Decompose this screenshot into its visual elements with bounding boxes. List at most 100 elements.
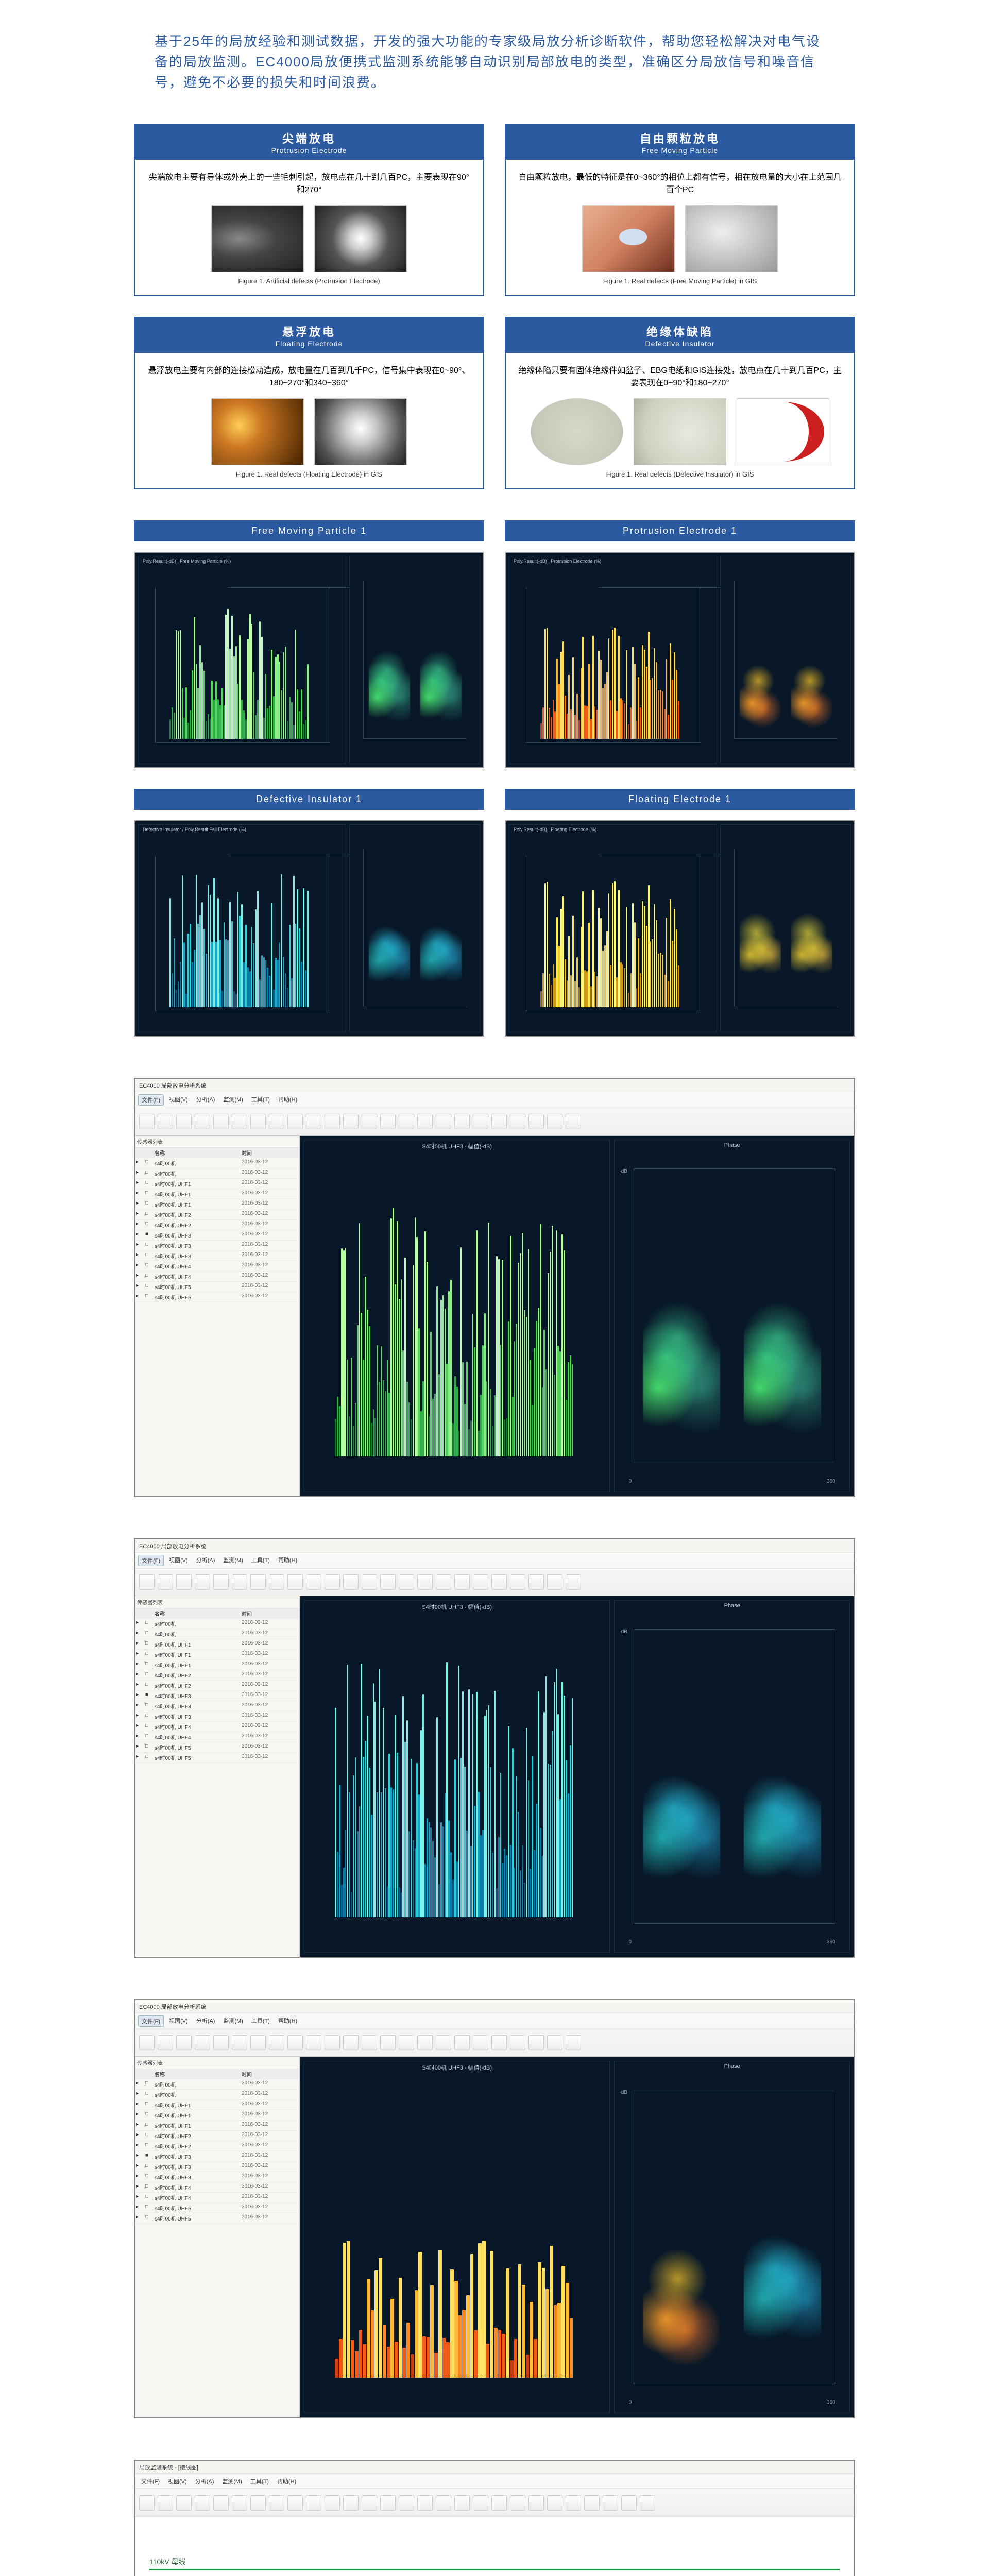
menu-item[interactable]: 视图(V) xyxy=(166,2015,191,2027)
toolbar-button[interactable] xyxy=(603,2495,618,2511)
tree-row[interactable]: ▸□s4时00机 UHF12016-03-12 xyxy=(135,2110,299,2121)
toolbar-button[interactable] xyxy=(380,2035,396,2050)
toolbar-button[interactable] xyxy=(473,2495,488,2511)
menu-item[interactable]: 监测(M) xyxy=(219,2476,245,2486)
tree-row[interactable]: ▸□s4时00机 UHF32016-03-12 xyxy=(135,1241,299,1251)
menu-item[interactable]: 视图(V) xyxy=(165,2476,190,2486)
app-menu[interactable]: 文件(F)视图(V)分析(A)监测(M)工具(T)帮助(H) xyxy=(135,2013,854,2029)
toolbar-button[interactable] xyxy=(232,2495,247,2511)
sld-toolbar[interactable] xyxy=(135,2489,854,2517)
tree-row[interactable]: ▸□s4时00机 UHF22016-03-12 xyxy=(135,1210,299,1220)
toolbar-button[interactable] xyxy=(417,1114,433,1129)
toolbar-button[interactable] xyxy=(250,1114,266,1129)
menu-item[interactable]: 文件(F) xyxy=(138,1555,164,1566)
toolbar-button[interactable] xyxy=(510,1574,525,1590)
toolbar-button[interactable] xyxy=(306,1114,321,1129)
toolbar-button[interactable] xyxy=(325,1114,340,1129)
toolbar-button[interactable] xyxy=(380,1114,396,1129)
toolbar-button[interactable] xyxy=(510,1114,525,1129)
toolbar-button[interactable] xyxy=(343,1574,359,1590)
menu-item[interactable]: 分析(A) xyxy=(193,2015,218,2027)
toolbar-button[interactable] xyxy=(547,1574,562,1590)
toolbar-button[interactable] xyxy=(473,1114,488,1129)
toolbar-button[interactable] xyxy=(250,2035,266,2050)
toolbar-button[interactable] xyxy=(417,2035,433,2050)
toolbar-button[interactable] xyxy=(510,2495,525,2511)
toolbar-button[interactable] xyxy=(640,2495,655,2511)
menu-item[interactable]: 帮助(H) xyxy=(275,1094,300,1106)
toolbar-button[interactable] xyxy=(454,1114,470,1129)
toolbar-button[interactable] xyxy=(195,1574,210,1590)
toolbar-button[interactable] xyxy=(250,1574,266,1590)
menu-item[interactable]: 监测(M) xyxy=(220,1094,246,1106)
tree-row[interactable]: ▸□s4时00机 UHF42016-03-12 xyxy=(135,1722,299,1732)
toolbar-button[interactable] xyxy=(213,1574,229,1590)
tree-row[interactable]: ▸□s4时00机 UHF12016-03-12 xyxy=(135,1179,299,1189)
toolbar-button[interactable] xyxy=(195,1114,210,1129)
menu-item[interactable]: 帮助(H) xyxy=(275,1555,300,1566)
toolbar-button[interactable] xyxy=(343,1114,359,1129)
toolbar-button[interactable] xyxy=(417,1574,433,1590)
toolbar-button[interactable] xyxy=(158,1574,173,1590)
toolbar-button[interactable] xyxy=(269,2035,284,2050)
toolbar-button[interactable] xyxy=(176,1114,192,1129)
tree-row[interactable]: ▸□s4时00机2016-03-12 xyxy=(135,1619,299,1629)
menu-item[interactable]: 分析(A) xyxy=(192,2476,217,2486)
menu-item[interactable]: 帮助(H) xyxy=(275,2015,300,2027)
tree-row[interactable]: ▸□s4时00机 UHF32016-03-12 xyxy=(135,1711,299,1722)
toolbar-button[interactable] xyxy=(213,2495,229,2511)
menu-item[interactable]: 监测(M) xyxy=(220,2015,246,2027)
tree-row[interactable]: ▸□s4时00机 UHF22016-03-12 xyxy=(135,2141,299,2151)
toolbar-button[interactable] xyxy=(176,2495,192,2511)
tree-panel[interactable]: 传感器列表 名称时间▸□s4时00机2016-03-12▸□s4时00机2016… xyxy=(135,2057,300,2417)
toolbar-button[interactable] xyxy=(232,1574,247,1590)
toolbar-button[interactable] xyxy=(287,2035,303,2050)
tree-row[interactable]: ▸□s4时00机 UHF22016-03-12 xyxy=(135,1681,299,1691)
tree-row[interactable]: ▸□s4时00机 UHF12016-03-12 xyxy=(135,1660,299,1670)
tree-row[interactable]: ▸□s4时00机 UHF42016-03-12 xyxy=(135,2193,299,2203)
tree-row[interactable]: ▸□s4时00机 UHF22016-03-12 xyxy=(135,2131,299,2141)
toolbar-button[interactable] xyxy=(473,1574,488,1590)
tree-row[interactable]: ▸□s4时00机 UHF52016-03-12 xyxy=(135,1753,299,1763)
toolbar-button[interactable] xyxy=(232,2035,247,2050)
app-toolbar[interactable] xyxy=(135,2029,854,2056)
toolbar-button[interactable] xyxy=(528,2035,544,2050)
menu-item[interactable]: 工具(T) xyxy=(247,2476,272,2486)
tree-row[interactable]: ▸□s4时00机2016-03-12 xyxy=(135,1629,299,1639)
toolbar-button[interactable] xyxy=(566,1574,581,1590)
app-toolbar[interactable] xyxy=(135,1108,854,1135)
toolbar-button[interactable] xyxy=(195,2495,210,2511)
menu-item[interactable]: 分析(A) xyxy=(193,1555,218,1566)
toolbar-button[interactable] xyxy=(547,2035,562,2050)
toolbar-button[interactable] xyxy=(417,2495,433,2511)
toolbar-button[interactable] xyxy=(213,1114,229,1129)
toolbar-button[interactable] xyxy=(399,1574,414,1590)
toolbar-button[interactable] xyxy=(454,2495,470,2511)
toolbar-button[interactable] xyxy=(287,1574,303,1590)
menu-item[interactable]: 工具(T) xyxy=(248,2015,273,2027)
menu-item[interactable]: 工具(T) xyxy=(248,1094,273,1106)
toolbar-button[interactable] xyxy=(195,2035,210,2050)
menu-item[interactable]: 文件(F) xyxy=(138,1094,164,1106)
menu-item[interactable]: 文件(F) xyxy=(138,2476,163,2486)
toolbar-button[interactable] xyxy=(325,1574,340,1590)
toolbar-button[interactable] xyxy=(473,2035,488,2050)
tree-row[interactable]: ▸□s4时00机 UHF52016-03-12 xyxy=(135,2203,299,2213)
menu-item[interactable]: 帮助(H) xyxy=(274,2476,299,2486)
toolbar-button[interactable] xyxy=(528,1114,544,1129)
tree-row[interactable]: ▸□s4时00机 UHF32016-03-12 xyxy=(135,2172,299,2182)
toolbar-button[interactable] xyxy=(362,2035,377,2050)
toolbar-button[interactable] xyxy=(158,2035,173,2050)
toolbar-button[interactable] xyxy=(566,2035,581,2050)
tree-row[interactable]: ▸□s4时00机2016-03-12 xyxy=(135,1168,299,1179)
sld-menu[interactable]: 文件(F)视图(V)分析(A)监测(M)工具(T)帮助(H) xyxy=(135,2474,854,2489)
toolbar-button[interactable] xyxy=(566,1114,581,1129)
toolbar-button[interactable] xyxy=(399,2035,414,2050)
toolbar-button[interactable] xyxy=(380,1574,396,1590)
tree-row[interactable]: ▸□s4时00机 UHF42016-03-12 xyxy=(135,1732,299,1742)
toolbar-button[interactable] xyxy=(306,1574,321,1590)
tree-row[interactable]: ▸■s4时00机 UHF32016-03-12 xyxy=(135,2151,299,2162)
tree-row[interactable]: ▸□s4时00机 UHF32016-03-12 xyxy=(135,1251,299,1261)
toolbar-button[interactable] xyxy=(436,1574,451,1590)
toolbar-button[interactable] xyxy=(528,1574,544,1590)
